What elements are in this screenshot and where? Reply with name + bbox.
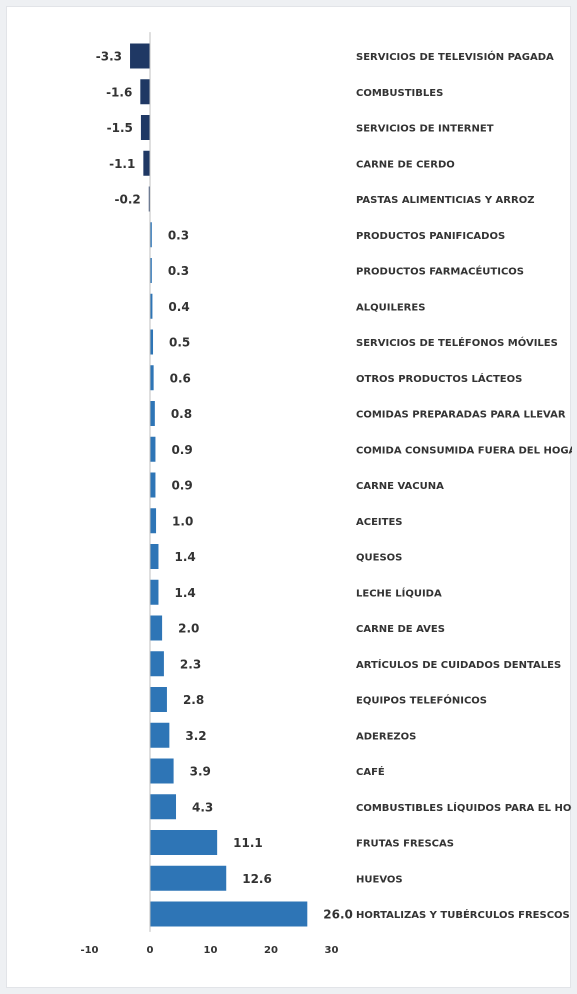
value-label: 3.9 xyxy=(190,765,211,779)
category-label: LECHE LÍQUIDA xyxy=(356,586,442,599)
bar xyxy=(150,687,167,712)
category-label: QUESOS xyxy=(356,553,402,564)
bar xyxy=(143,150,150,176)
x-tick-label: 0 xyxy=(147,945,154,956)
bar xyxy=(150,794,177,820)
bar xyxy=(150,758,174,784)
value-label: 0.3 xyxy=(168,264,189,278)
bar xyxy=(150,401,155,426)
value-label: 2.8 xyxy=(183,693,204,707)
bar xyxy=(150,901,308,927)
value-label: 0.6 xyxy=(170,371,191,385)
category-label: COMBUSTIBLES xyxy=(356,88,443,99)
bar-chart: -3.3 -1.6 -1.5 -1.1 -0.2 0.3 0.3 0.4 0.5 0.6 0.8 0.… xyxy=(80,32,572,956)
value-label: 0.3 xyxy=(168,228,189,242)
category-label: ADEREZOS xyxy=(356,731,416,742)
category-label: CARNE DE AVES xyxy=(356,624,445,635)
category-label: COMIDA CONSUMIDA FUERA DEL HOGAR xyxy=(356,445,572,456)
bar xyxy=(150,436,156,462)
value-label: 2.0 xyxy=(178,622,199,636)
bar xyxy=(150,615,163,641)
value-label: -3.3 xyxy=(96,50,122,64)
value-label: 26.0 xyxy=(323,908,353,922)
x-tick-label: 20 xyxy=(264,945,278,956)
value-label: -1.6 xyxy=(106,85,132,99)
bar xyxy=(150,579,159,605)
bars-group xyxy=(130,43,308,927)
category-label: OTROS PRODUCTOS LÁCTEOS xyxy=(356,372,522,385)
bar xyxy=(150,365,154,391)
category-label: CAFÉ xyxy=(356,765,385,778)
category-label: SERVICIOS DE INTERNET xyxy=(356,124,494,135)
value-label: 1.0 xyxy=(172,514,193,528)
bar xyxy=(150,722,170,748)
x-axis-ticks-group: -10 0 10 20 30 xyxy=(80,945,338,956)
value-label: 1.4 xyxy=(174,586,195,600)
x-tick-label: 10 xyxy=(204,945,218,956)
bar xyxy=(150,508,157,534)
value-label: -1.1 xyxy=(109,157,135,171)
category-label: SERVICIOS DE TELEVISIÓN PAGADA xyxy=(356,50,554,63)
category-label: COMBUSTIBLES LÍQUIDOS PARA EL HOGAR xyxy=(356,801,572,814)
value-label: 0.5 xyxy=(169,336,190,350)
bar xyxy=(150,651,164,677)
value-label: 3.2 xyxy=(185,729,206,743)
value-label: 4.3 xyxy=(192,800,213,814)
bar xyxy=(130,43,150,69)
value-label: -1.5 xyxy=(107,121,133,135)
value-label: 12.6 xyxy=(242,872,272,886)
value-label: 0.4 xyxy=(168,300,189,314)
x-tick-label: 30 xyxy=(325,945,339,956)
bar xyxy=(140,79,150,105)
category-label: HUEVOS xyxy=(356,874,403,885)
category-label: PRODUCTOS FARMACÉUTICOS xyxy=(356,265,524,278)
bar xyxy=(150,544,159,569)
category-labels-group: SERVICIOS DE TELEVISIÓN PAGADA COMBUSTIBL… xyxy=(356,50,572,921)
category-label: FRUTAS FRESCAS xyxy=(356,839,454,850)
bar xyxy=(148,186,150,212)
value-label: 11.1 xyxy=(233,836,263,850)
chart-card: -3.3 -1.6 -1.5 -1.1 -0.2 0.3 0.3 0.4 0.5 0.6 0.8 0.… xyxy=(6,6,572,988)
category-label: SERVICIOS DE TELÉFONOS MÓVILES xyxy=(356,336,558,349)
category-label: EQUIPOS TELEFÓNICOS xyxy=(356,694,487,707)
bar xyxy=(150,472,156,498)
category-label: CARNE DE CERDO xyxy=(356,159,455,170)
category-label: ALQUILERES xyxy=(356,302,425,313)
value-labels-group: -3.3 -1.6 -1.5 -1.1 -0.2 0.3 0.3 0.4 0.5 0.6 0.8 0.… xyxy=(96,50,353,922)
bar xyxy=(150,258,152,283)
category-label: PRODUCTOS PANIFICADOS xyxy=(356,231,505,242)
value-label: 0.8 xyxy=(171,407,192,421)
category-label: ACEITES xyxy=(356,517,402,528)
x-tick-label: -10 xyxy=(80,945,98,956)
category-label: ARTÍCULOS DE CUIDADOS DENTALES xyxy=(356,658,561,671)
bar xyxy=(150,293,153,319)
category-label: HORTALIZAS Y TUBÉRCULOS FRESCOS xyxy=(356,908,570,921)
category-label: PASTAS ALIMENTICIAS Y ARROZ xyxy=(356,195,534,206)
value-label: -0.2 xyxy=(115,193,141,207)
bar xyxy=(150,865,227,891)
category-label: CARNE VACUNA xyxy=(356,481,444,492)
bar xyxy=(150,830,218,855)
value-label: 2.3 xyxy=(180,657,201,671)
value-label: 0.9 xyxy=(171,443,192,457)
bar xyxy=(150,329,154,355)
value-label: 1.4 xyxy=(174,550,195,564)
category-label: COMIDAS PREPARADAS PARA LLEVAR xyxy=(356,410,566,421)
bar xyxy=(150,222,152,248)
bar xyxy=(140,115,150,140)
value-label: 0.9 xyxy=(171,479,192,493)
